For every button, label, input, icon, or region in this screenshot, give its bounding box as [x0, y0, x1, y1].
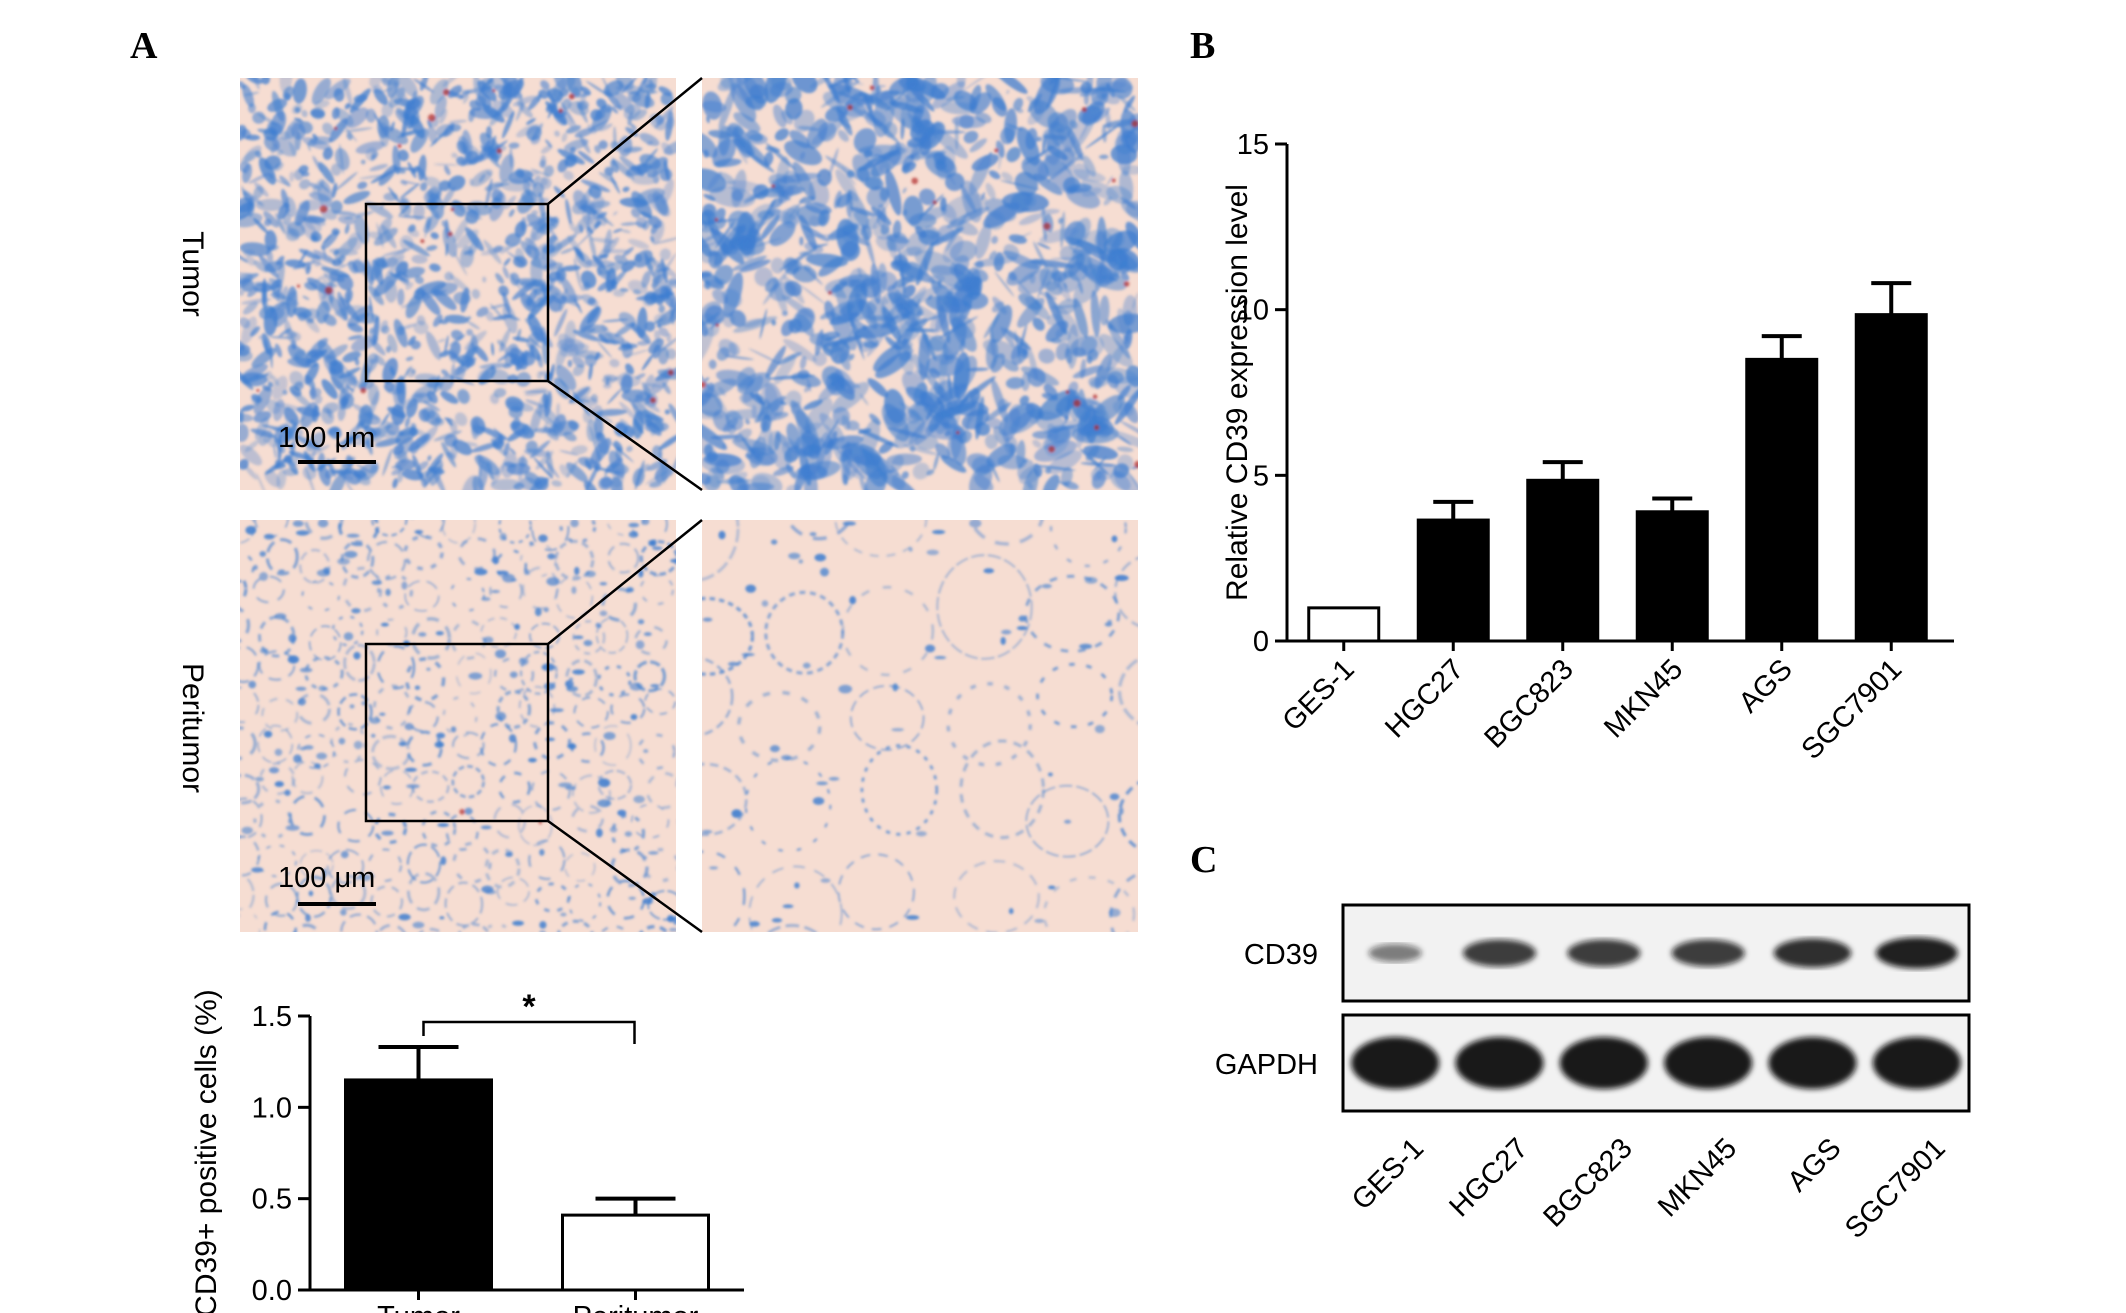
- bar-bgc823: [1526, 478, 1600, 643]
- row-label-peritumor: Peritumor: [176, 663, 209, 793]
- band-gapdh-sgc7901: [1872, 1037, 1961, 1089]
- blot-lane-label: BGC823: [1538, 1132, 1639, 1233]
- x-tick-label: GES-1: [1277, 653, 1361, 737]
- y-tick-label: 1.0: [252, 1092, 292, 1124]
- band-cd39-ges-1: [1368, 944, 1422, 962]
- band-cd39-sgc7901: [1875, 937, 1958, 969]
- band-cd39-mkn45: [1671, 939, 1745, 967]
- y-axis-label: CD39+ positive cells (%): [190, 989, 223, 1313]
- band-cd39-bgc823: [1567, 939, 1641, 967]
- bar-mkn45: [1635, 510, 1709, 643]
- blot-lane-label: GES-1: [1346, 1132, 1430, 1216]
- x-tick-label: BGC823: [1478, 653, 1579, 754]
- svg-text:100 μm: 100 μm: [278, 862, 375, 894]
- row-label-tumor: Tumor: [176, 231, 209, 317]
- blot-frame-cd39: [1341, 903, 1971, 1003]
- band-gapdh-ges-1: [1351, 1037, 1440, 1089]
- zoom-indicator-peritumor: [364, 519, 703, 934]
- scale-bar-tumor: 100 μm: [278, 422, 376, 464]
- blot-lane-label: AGS: [1782, 1132, 1848, 1198]
- x-tick-label: Tumor: [377, 1301, 460, 1313]
- blot-lane-label: MKN45: [1652, 1132, 1743, 1223]
- x-tick-label: MKN45: [1598, 653, 1689, 744]
- x-tick-label: AGS: [1733, 653, 1799, 719]
- band-gapdh-bgc823: [1559, 1037, 1648, 1089]
- significance-marker: *: [522, 988, 536, 1026]
- y-tick-label: 0.5: [252, 1184, 292, 1216]
- band-gapdh-ags: [1768, 1037, 1857, 1089]
- histology-tumor-zoom: [702, 78, 1138, 490]
- chart-a-cd39-positive-cells: 0.0 0.5 1.0 1.5 CD39+ positive cells (%) Tumo…: [190, 988, 744, 1313]
- band-gapdh-mkn45: [1664, 1037, 1753, 1089]
- panel-letter-b: B: [1190, 25, 1216, 67]
- y-tick-label: 5: [1253, 460, 1269, 492]
- bar-tumor: [344, 1078, 493, 1292]
- histology-peritumor-zoom: [702, 520, 1138, 932]
- y-tick-label: 15: [1237, 129, 1269, 161]
- y-tick-label: 0: [1253, 626, 1269, 658]
- bar-sgc7901: [1854, 313, 1928, 643]
- scale-bar-peritumor: 100 μm: [278, 862, 376, 906]
- blot-row-label: GAPDH: [1215, 1049, 1318, 1081]
- blot-frame-gapdh: [1341, 1013, 1971, 1113]
- x-tick-label: Peritumor: [573, 1301, 699, 1313]
- chart-b-cd39-expression: 0 5 10 15 Relative CD39 expression level GES-…: [1221, 129, 1954, 766]
- svg-text:100 μm: 100 μm: [278, 422, 375, 454]
- bar-ags: [1745, 357, 1819, 643]
- significance-bracket: [422, 1020, 636, 1044]
- y-tick-label: 1.5: [252, 1001, 292, 1033]
- zoom-indicator-tumor: [364, 77, 703, 492]
- bar-peritumor: [561, 1213, 710, 1292]
- blot-lane-label: HGC27: [1443, 1132, 1534, 1223]
- band-gapdh-hgc27: [1455, 1037, 1544, 1089]
- y-tick-label: 0.0: [252, 1275, 292, 1307]
- band-cd39-hgc27: [1463, 939, 1536, 967]
- x-tick-label: HGC27: [1379, 653, 1470, 744]
- panel-letter-a: A: [130, 25, 158, 67]
- histology-peritumor-overview: [240, 520, 676, 932]
- band-cd39-ags: [1773, 938, 1852, 968]
- blot-lane-label: SGC7901: [1839, 1132, 1952, 1245]
- bar-hgc27: [1416, 518, 1490, 643]
- x-tick-label: SGC7901: [1796, 653, 1909, 766]
- y-tick-label: 10: [1237, 295, 1269, 327]
- blot-row-label: CD39: [1244, 939, 1318, 971]
- panel-letter-c: C: [1190, 839, 1218, 881]
- bar-ges-1: [1307, 606, 1381, 643]
- y-axis-label: Relative CD39 expression level: [1221, 184, 1254, 601]
